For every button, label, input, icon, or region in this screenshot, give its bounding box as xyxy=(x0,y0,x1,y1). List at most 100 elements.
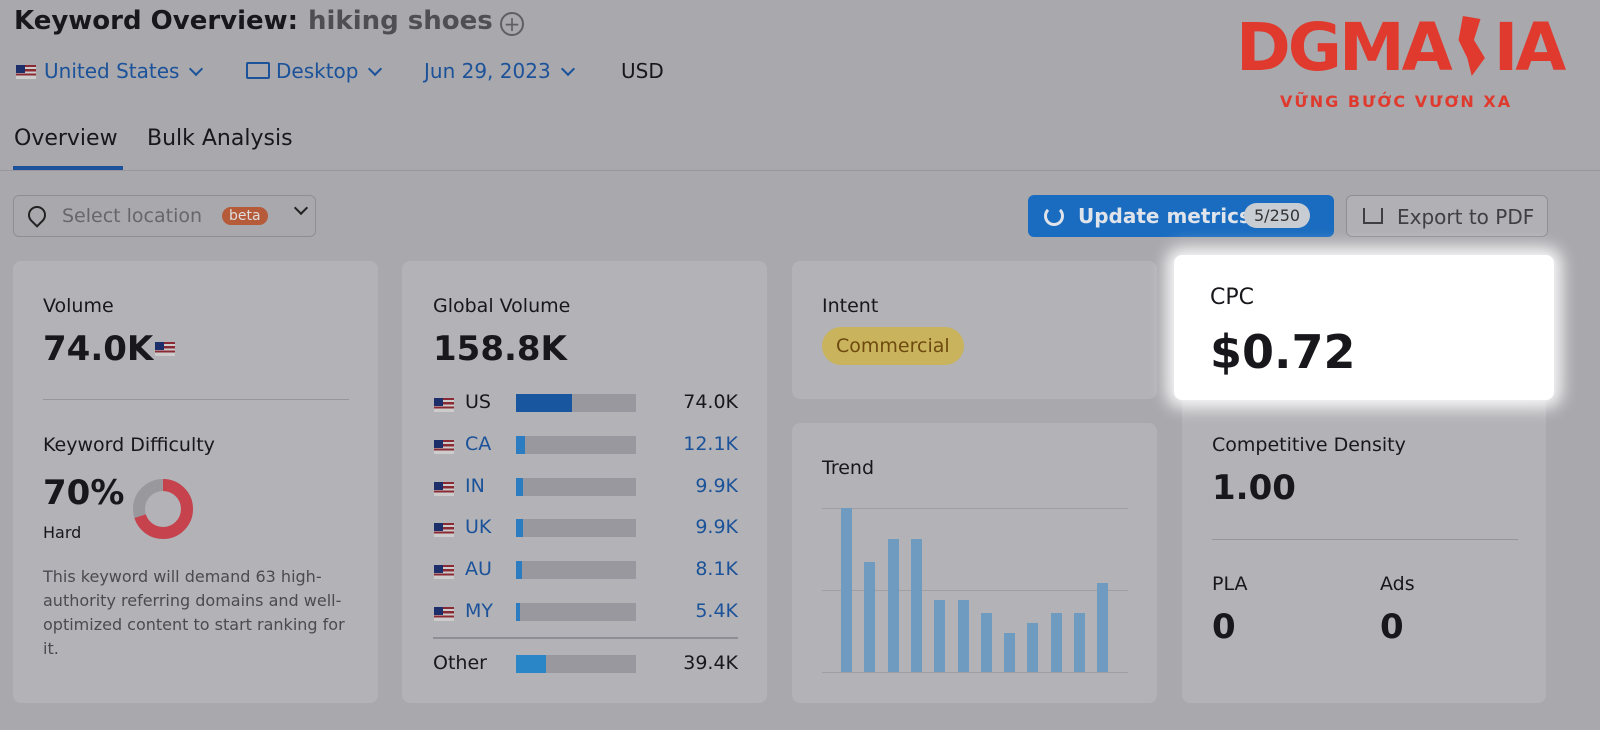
country-code: CA xyxy=(465,432,492,455)
volume-bar xyxy=(516,435,526,454)
logo-tagline: VỮNG BƯỚC VƯƠN XA xyxy=(1280,92,1513,111)
trend-bar xyxy=(1097,583,1109,672)
volume-card: Volume 74.0K Keyword Difficulty 70% Hard… xyxy=(13,261,378,703)
cpc-highlight: CPC $0.72 xyxy=(1174,255,1554,400)
trend-bar xyxy=(1004,632,1016,672)
trend-bar xyxy=(910,539,922,672)
country-volume: 9.9K xyxy=(695,516,738,539)
country-volume: 74.0K xyxy=(683,391,738,413)
divider xyxy=(433,637,738,639)
page-title: Keyword Overview: xyxy=(14,6,299,36)
trend-bar xyxy=(934,599,946,672)
trend-bar xyxy=(864,562,876,672)
tab-underline xyxy=(13,166,123,170)
export-label: Export to PDF xyxy=(1397,205,1535,229)
country-select[interactable]: United States xyxy=(44,59,204,83)
device: Desktop xyxy=(276,59,359,83)
volume-bar xyxy=(516,603,521,621)
bar-track xyxy=(516,394,636,412)
divider xyxy=(43,399,349,400)
country-code: Other xyxy=(433,652,487,674)
flag xyxy=(434,565,454,580)
country-code: IN xyxy=(465,474,485,497)
kd-value: 70% xyxy=(43,473,125,513)
logo-right: IA xyxy=(1493,9,1567,86)
grid-line xyxy=(822,590,1128,591)
country-volume: 39.4K xyxy=(683,652,738,674)
flag xyxy=(16,65,36,79)
cpc-label: CPC xyxy=(1210,285,1254,310)
volume-bar xyxy=(516,561,523,580)
flag xyxy=(434,607,454,621)
device-select[interactable]: Desktop xyxy=(276,59,383,83)
bar-track xyxy=(516,519,636,538)
volume-bar xyxy=(516,519,524,538)
donut-arc xyxy=(133,479,193,539)
tab[interactable]: Overview xyxy=(14,126,118,151)
volume-bar xyxy=(516,477,524,496)
refresh-icon xyxy=(1044,206,1064,226)
add-icon[interactable]: + xyxy=(500,12,524,36)
global-volume-label: Global Volume xyxy=(433,295,571,317)
bar-track xyxy=(516,655,636,673)
country-code: MY xyxy=(465,600,493,622)
country-code: UK xyxy=(465,516,492,539)
volume-bar xyxy=(516,394,572,412)
divider xyxy=(1212,539,1518,540)
chevron xyxy=(284,200,309,221)
trend-bar xyxy=(841,508,852,672)
global-volume-card: Global Volume 158.8K US 74.0K CA 12.1K IN 9.9… xyxy=(402,261,767,703)
beta-badge: beta xyxy=(222,207,268,225)
country-volume: 12.1K xyxy=(683,432,738,455)
trend-card: Trend xyxy=(792,423,1157,703)
kd-level: Hard xyxy=(43,523,82,542)
kd-donut xyxy=(133,479,193,539)
trend-bar xyxy=(1050,612,1062,672)
bar-track xyxy=(516,435,636,454)
pla-value: 0 xyxy=(1212,607,1236,647)
logo: DGMA IA xyxy=(1236,9,1567,86)
trend-bar xyxy=(1027,622,1039,672)
grid-line xyxy=(822,672,1128,673)
divider xyxy=(0,170,1600,171)
volume-label: Volume xyxy=(43,295,114,317)
ads-value: 0 xyxy=(1380,607,1404,647)
update-button[interactable]: Update metrics 5/250 xyxy=(1028,195,1334,237)
tab[interactable]: Bulk Analysis xyxy=(147,126,293,151)
export-button[interactable]: Export to PDF xyxy=(1346,195,1548,237)
country-code: AU xyxy=(465,558,492,581)
bar-track xyxy=(516,603,636,621)
trend-bar xyxy=(957,599,969,672)
intent-label: Intent xyxy=(822,295,879,317)
ads-label: Ads xyxy=(1380,573,1415,595)
quota: 5/250 xyxy=(1244,203,1311,228)
update-label: Update metrics xyxy=(1078,204,1251,228)
date: Jun 29, 2023 xyxy=(424,59,551,83)
currency: USD xyxy=(621,59,664,83)
location-select[interactable]: Select location beta xyxy=(13,195,316,237)
intent-badge: Commercial xyxy=(822,327,964,365)
trend-bar xyxy=(1074,612,1085,672)
density-label: Competitive Density xyxy=(1212,434,1406,456)
global-volume-value: 158.8K xyxy=(433,329,567,369)
export-icon xyxy=(1363,208,1383,224)
bar-track xyxy=(516,561,636,580)
flag xyxy=(434,481,454,496)
desktop-icon xyxy=(246,62,270,79)
grid-line xyxy=(822,508,1128,509)
date-select[interactable]: Jun 29, 2023 xyxy=(424,59,575,83)
logo-map xyxy=(1458,16,1485,76)
intent-card: Intent Commercial xyxy=(792,261,1157,399)
bar-track xyxy=(516,477,636,496)
keyword: hiking shoes xyxy=(308,6,493,36)
flag xyxy=(434,523,454,538)
country-volume: 5.4K xyxy=(695,600,738,622)
country-volume: 8.1K xyxy=(695,558,738,581)
flag xyxy=(434,398,454,412)
volume-value: 74.0K xyxy=(43,329,154,369)
pin-icon xyxy=(24,202,50,228)
trend-bar xyxy=(887,539,899,672)
logo-left: DGMA xyxy=(1236,9,1453,86)
country-code: US xyxy=(465,391,491,413)
